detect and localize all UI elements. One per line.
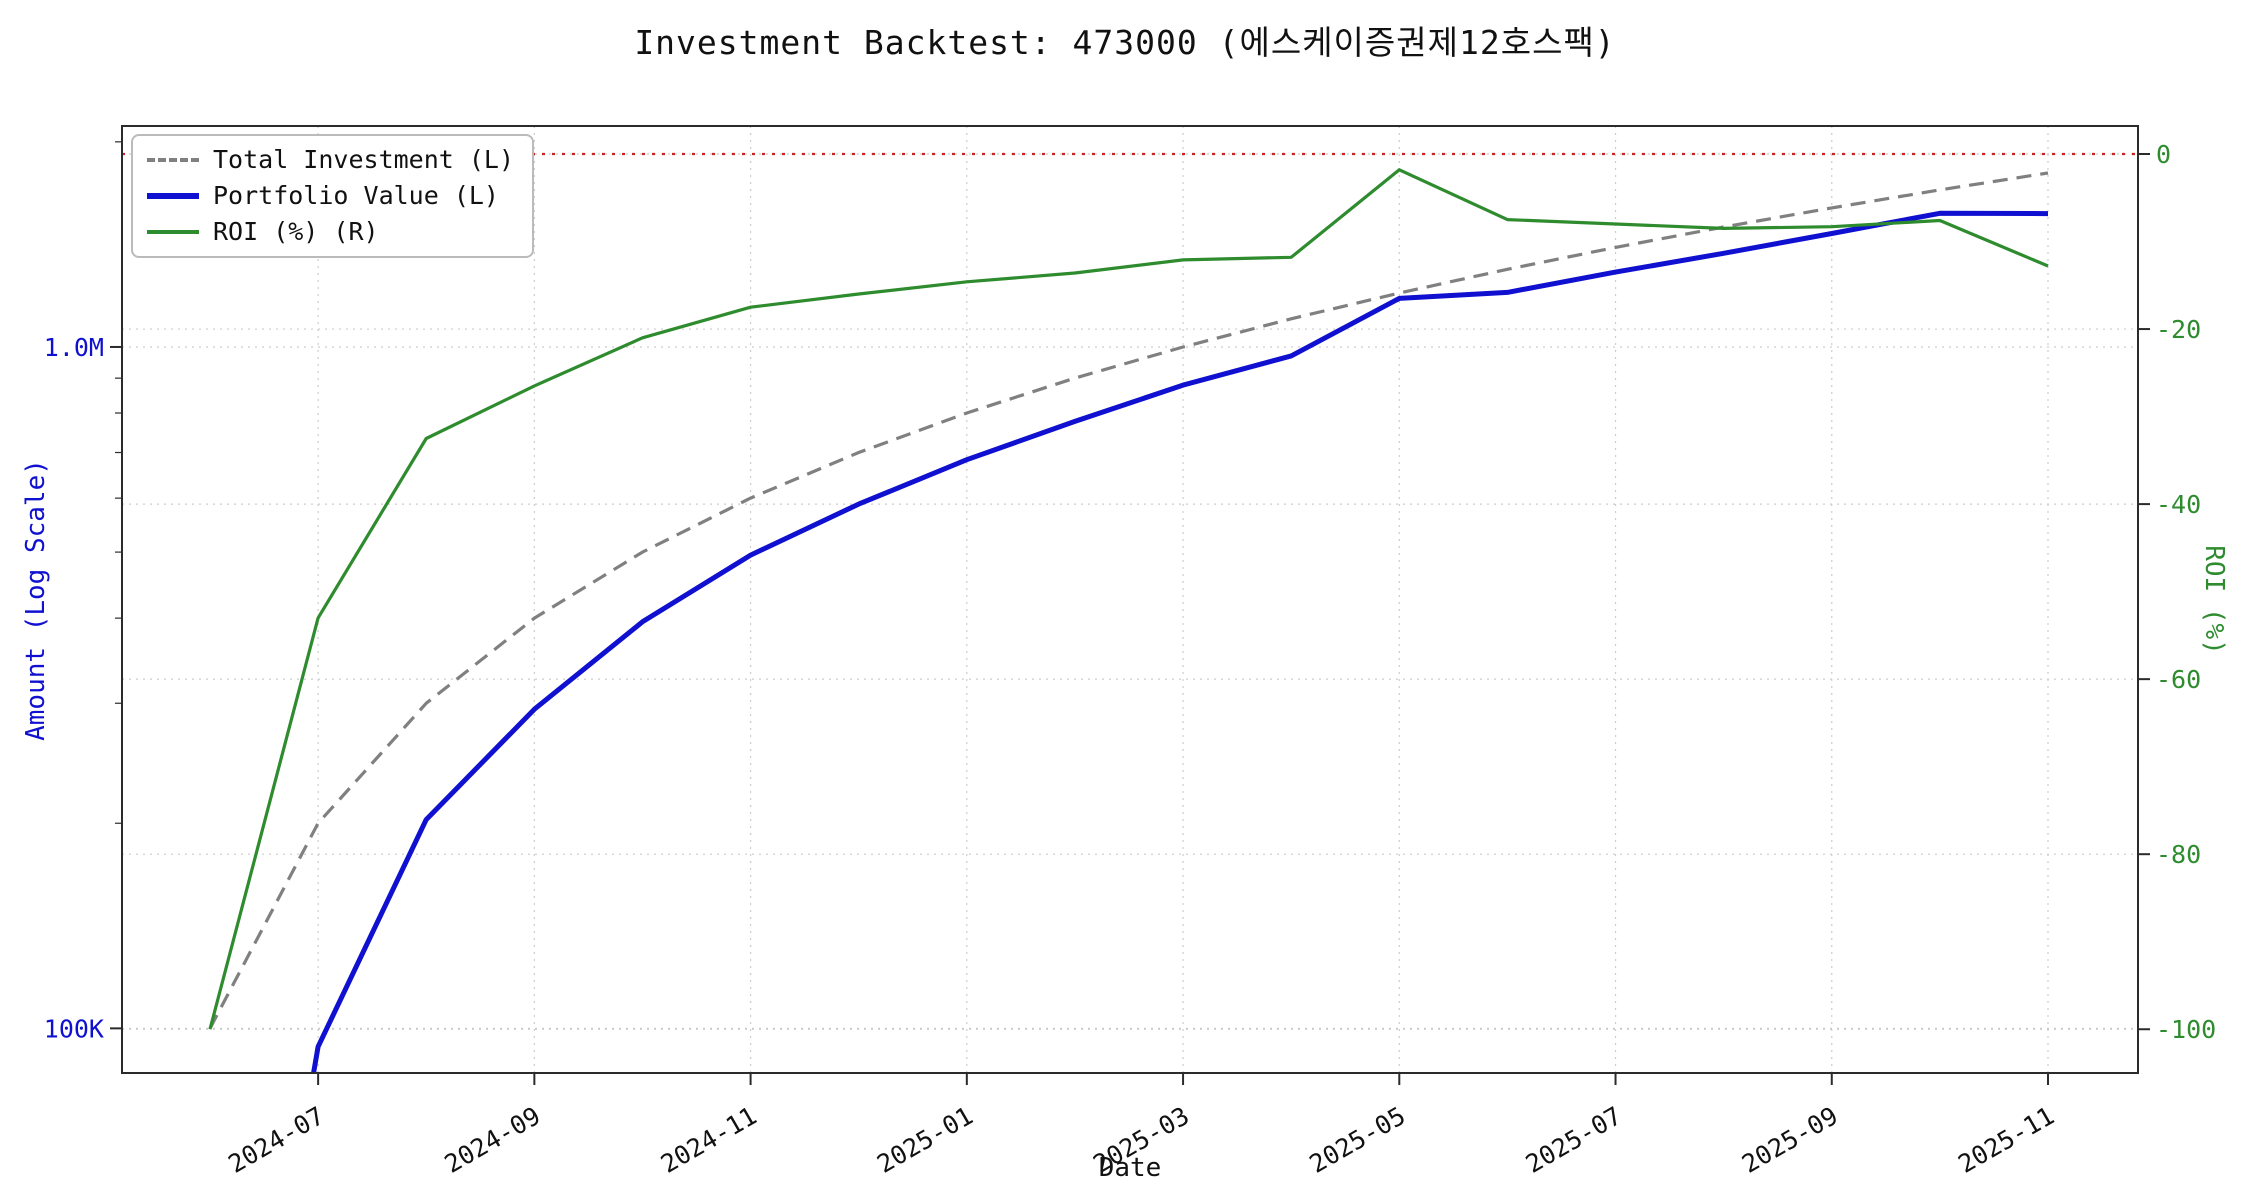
- tick-marks: [110, 141, 2150, 1085]
- legend-item: Portfolio Value (L): [147, 180, 514, 211]
- x-tick-label: 2024-07: [223, 1101, 329, 1179]
- legend-label: ROI (%) (R): [213, 216, 379, 246]
- x-tick-label: 2024-11: [656, 1101, 762, 1179]
- legend: Total Investment (L) Portfolio Value (L)…: [131, 134, 535, 259]
- x-tick-label: 2025-01: [872, 1101, 978, 1179]
- y-right-tick-label: -40: [2156, 490, 2201, 519]
- x-tick-label: 2025-05: [1305, 1101, 1411, 1179]
- y-left-tick-label: 1.0M: [44, 333, 104, 362]
- roi-line: [208, 168, 2049, 1030]
- legend-line-sample: [147, 158, 199, 163]
- y-right-tick-label: -20: [2156, 315, 2201, 344]
- chart-title: Investment Backtest: 473000 (에스케이증권제12호스…: [634, 23, 1616, 62]
- y-right-tick-label: -60: [2156, 665, 2201, 694]
- y-right-tick-label: -80: [2156, 840, 2201, 869]
- total-investment-line: [208, 171, 2049, 1030]
- y-right-tick-label: -100: [2156, 1015, 2216, 1044]
- axes-spine: [121, 125, 2139, 1074]
- x-tick-label: 2025-09: [1737, 1101, 1843, 1179]
- x-tick-label: 2025-11: [1953, 1101, 2059, 1179]
- x-tick-label: 2025-07: [1521, 1101, 1627, 1179]
- x-axis-label: Date: [1098, 1153, 1162, 1183]
- y-right-tick-label: 0: [2156, 140, 2171, 169]
- gridlines: [122, 126, 2138, 1073]
- y-left-tick-label: 100K: [44, 1014, 104, 1043]
- portfolio-value-line: [311, 210, 2049, 1073]
- plot-area: [122, 126, 2138, 1073]
- legend-line-sample: [147, 193, 199, 200]
- legend-label: Total Investment (L): [213, 145, 515, 174]
- y-right-axis-label: ROI (%): [2199, 545, 2229, 655]
- x-tick-label: 2024-09: [440, 1101, 546, 1179]
- legend-line-sample: [147, 229, 199, 234]
- legend-label: Portfolio Value (L): [213, 180, 499, 210]
- y-left-axis-label: Amount (Log Scale): [21, 459, 51, 741]
- legend-item: ROI (%) (R): [147, 216, 514, 247]
- legend-item: Total Investment (L): [147, 145, 515, 175]
